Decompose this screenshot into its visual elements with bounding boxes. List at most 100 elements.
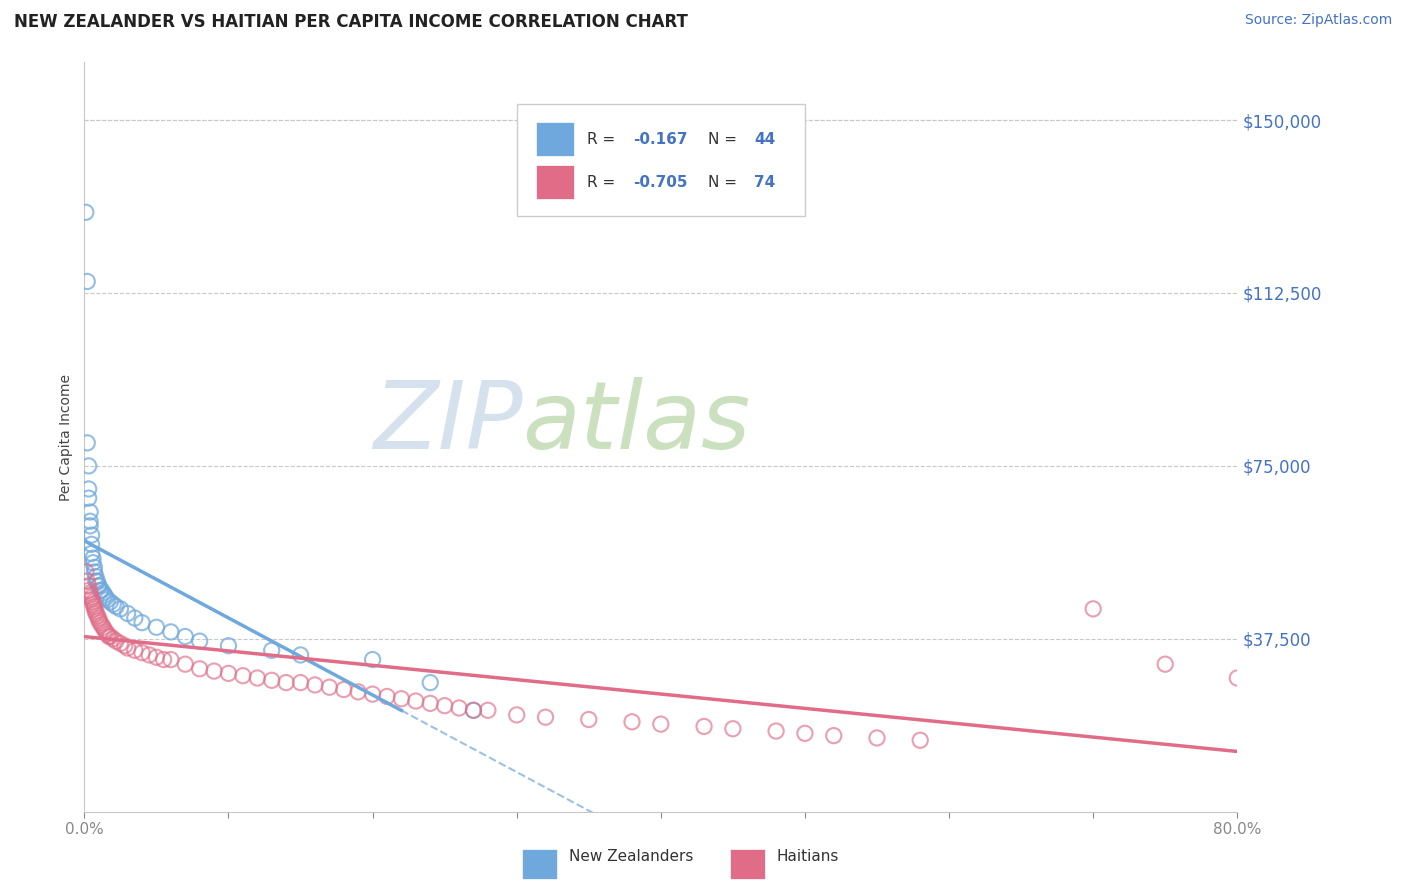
Point <box>76 275 98 289</box>
Point <box>80 591 103 605</box>
Point <box>80 592 103 607</box>
Point <box>96 592 118 607</box>
Point <box>188 634 211 648</box>
Point <box>79 588 101 602</box>
Point <box>93 588 115 602</box>
Point <box>87 613 110 627</box>
Point <box>103 597 124 611</box>
Point <box>76 574 98 589</box>
Bar <box>523 849 557 880</box>
Point <box>87 579 110 593</box>
Text: New Zealanders: New Zealanders <box>568 849 693 864</box>
Point <box>105 599 128 614</box>
Point <box>98 595 121 609</box>
Text: ZIP: ZIP <box>373 376 523 467</box>
Point <box>276 675 298 690</box>
Point <box>260 643 283 657</box>
Point <box>75 205 97 219</box>
Point <box>218 666 240 681</box>
Point <box>202 664 225 678</box>
Point <box>91 585 114 599</box>
Point <box>79 505 101 519</box>
Point <box>361 652 384 666</box>
Point <box>232 669 254 683</box>
Text: 44: 44 <box>754 132 776 147</box>
Point <box>82 597 104 611</box>
Point <box>124 643 146 657</box>
Point <box>80 537 103 551</box>
Point <box>433 698 456 713</box>
Point <box>84 604 107 618</box>
Point <box>160 652 183 666</box>
Point <box>98 630 121 644</box>
Point <box>91 620 114 634</box>
Point <box>84 569 107 583</box>
Point <box>477 703 499 717</box>
Point <box>1226 671 1249 685</box>
Point <box>463 703 485 717</box>
Bar <box>536 165 575 199</box>
Point <box>79 585 101 599</box>
Point <box>77 579 100 593</box>
Point <box>77 583 100 598</box>
Point <box>76 435 98 450</box>
Point <box>82 556 104 570</box>
Bar <box>536 122 575 156</box>
Point <box>405 694 427 708</box>
Point <box>463 703 485 717</box>
Point <box>449 701 471 715</box>
Point <box>82 551 104 566</box>
Point <box>94 624 117 639</box>
Point <box>80 528 103 542</box>
Point <box>391 691 413 706</box>
Text: Haitians: Haitians <box>776 849 838 864</box>
Text: Source: ZipAtlas.com: Source: ZipAtlas.com <box>1244 13 1392 28</box>
Point <box>105 634 128 648</box>
Point <box>79 514 101 528</box>
Point <box>87 579 110 593</box>
Point <box>86 574 108 589</box>
Text: atlas: atlas <box>523 376 751 467</box>
Point <box>693 719 716 733</box>
Point <box>138 648 160 662</box>
Text: 74: 74 <box>754 175 776 190</box>
Point <box>721 722 744 736</box>
Point <box>145 650 167 665</box>
Point <box>131 615 153 630</box>
Point <box>188 662 211 676</box>
Point <box>866 731 889 745</box>
Point <box>110 636 132 650</box>
Point <box>117 607 139 621</box>
Point <box>114 639 136 653</box>
Point <box>83 565 105 579</box>
Point <box>82 595 104 609</box>
Bar <box>730 849 765 880</box>
Point <box>160 624 183 639</box>
Point <box>304 678 326 692</box>
Point <box>83 599 105 614</box>
Point <box>84 607 107 621</box>
Point <box>110 602 132 616</box>
Point <box>260 673 283 688</box>
Text: N =: N = <box>709 132 742 147</box>
Point <box>80 547 103 561</box>
Point <box>174 630 197 644</box>
Point <box>117 640 139 655</box>
Point <box>131 646 153 660</box>
Point <box>77 482 100 496</box>
Point <box>650 717 672 731</box>
Point <box>419 675 441 690</box>
Point <box>347 685 370 699</box>
Point <box>145 620 167 634</box>
Point <box>96 627 118 641</box>
Point <box>1240 690 1263 704</box>
Point <box>375 690 398 704</box>
Point <box>290 675 312 690</box>
Point <box>361 687 384 701</box>
Point <box>333 682 356 697</box>
FancyBboxPatch shape <box>517 103 806 216</box>
Point <box>246 671 269 685</box>
Point <box>534 710 557 724</box>
Point <box>90 583 112 598</box>
Point <box>93 623 115 637</box>
